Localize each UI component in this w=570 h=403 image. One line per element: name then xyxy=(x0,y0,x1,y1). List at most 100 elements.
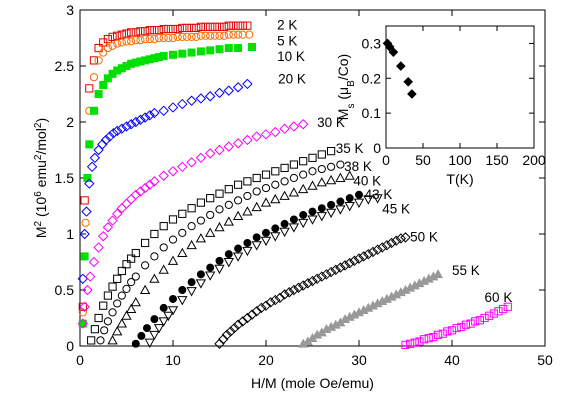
data-point xyxy=(330,264,341,276)
data-point xyxy=(245,30,254,39)
data-point xyxy=(113,31,122,40)
data-point xyxy=(242,246,253,257)
data-point xyxy=(163,311,174,322)
inset-x-axis-label: T(K) xyxy=(446,171,473,187)
data-point xyxy=(131,272,140,281)
data-point xyxy=(224,44,233,53)
inset-y-axis-label: Ms (μB/Co) xyxy=(335,54,357,120)
data-point xyxy=(232,210,244,221)
data-point xyxy=(251,241,262,251)
data-point xyxy=(168,235,178,244)
data-point xyxy=(122,260,131,269)
data-point xyxy=(223,141,235,152)
data-point xyxy=(178,285,187,294)
data-point xyxy=(288,223,300,233)
data-point xyxy=(111,208,123,220)
data-point xyxy=(178,228,187,237)
data-point xyxy=(145,26,154,35)
data-point xyxy=(280,177,289,186)
data-point xyxy=(130,116,142,128)
data-point xyxy=(103,43,113,53)
data-point xyxy=(238,21,247,30)
data-point xyxy=(127,28,136,37)
data-point xyxy=(173,32,182,41)
data-point xyxy=(125,194,137,205)
data-point xyxy=(327,147,336,156)
inset-data-point xyxy=(388,47,399,57)
data-point xyxy=(111,125,123,137)
data-point xyxy=(395,233,407,244)
data-point xyxy=(242,312,253,324)
data-point xyxy=(224,200,233,209)
data-point xyxy=(149,330,160,341)
data-point xyxy=(168,294,177,303)
series-label: 5 K xyxy=(277,33,297,48)
data-point xyxy=(131,36,140,45)
data-point xyxy=(260,129,272,140)
data-point xyxy=(159,222,168,231)
data-point xyxy=(89,106,98,115)
data-point xyxy=(201,31,210,40)
data-point xyxy=(279,289,290,300)
data-point xyxy=(137,331,146,340)
data-point xyxy=(242,206,253,216)
data-point xyxy=(108,32,117,41)
data-point xyxy=(218,334,229,345)
data-point xyxy=(108,282,117,291)
data-point xyxy=(289,173,298,183)
series-60k xyxy=(401,302,512,349)
series-label: 43 K xyxy=(365,187,393,202)
data-point xyxy=(206,210,215,220)
data-point xyxy=(103,317,113,326)
data-point xyxy=(325,266,337,278)
series-label: 20 K xyxy=(278,71,306,86)
data-point xyxy=(168,215,178,224)
x-tick-label: 10 xyxy=(165,352,181,368)
data-point xyxy=(401,340,410,349)
data-point xyxy=(116,318,128,328)
data-point xyxy=(154,33,164,43)
inset-data-point xyxy=(395,61,406,71)
data-point xyxy=(182,23,192,33)
data-point xyxy=(327,200,336,209)
data-point xyxy=(150,26,159,35)
data-point xyxy=(335,172,346,182)
data-point xyxy=(89,56,99,65)
data-point xyxy=(178,209,187,218)
data-point xyxy=(168,24,178,34)
data-point xyxy=(367,246,379,258)
data-point xyxy=(316,271,328,282)
data-point xyxy=(77,318,88,329)
data-point xyxy=(89,152,101,164)
data-point xyxy=(131,339,140,348)
data-point xyxy=(270,126,281,138)
data-point xyxy=(215,189,224,198)
data-point xyxy=(325,208,337,219)
data-point xyxy=(229,21,238,30)
data-point xyxy=(316,177,327,187)
data-point xyxy=(242,134,253,146)
data-point xyxy=(141,238,150,248)
y-tick-label: 1.5 xyxy=(55,170,75,186)
data-point xyxy=(400,232,411,243)
y-axis-label: M2 (106 emu2/mol2) xyxy=(33,118,50,238)
data-point xyxy=(317,204,326,213)
data-point xyxy=(167,306,179,316)
data-point xyxy=(94,313,103,323)
series-label: 38 K xyxy=(344,159,372,174)
data-point xyxy=(363,195,374,205)
data-point xyxy=(144,110,155,121)
data-point xyxy=(97,139,108,150)
data-point xyxy=(80,252,89,261)
data-point xyxy=(353,253,365,264)
data-point xyxy=(142,324,151,333)
data-point xyxy=(349,255,360,267)
data-point xyxy=(206,46,215,55)
data-point xyxy=(288,187,300,197)
data-point xyxy=(252,187,261,196)
data-point xyxy=(224,21,233,30)
data-point xyxy=(265,297,276,308)
data-point xyxy=(223,216,234,226)
data-point xyxy=(232,252,244,262)
data-point xyxy=(232,138,244,149)
